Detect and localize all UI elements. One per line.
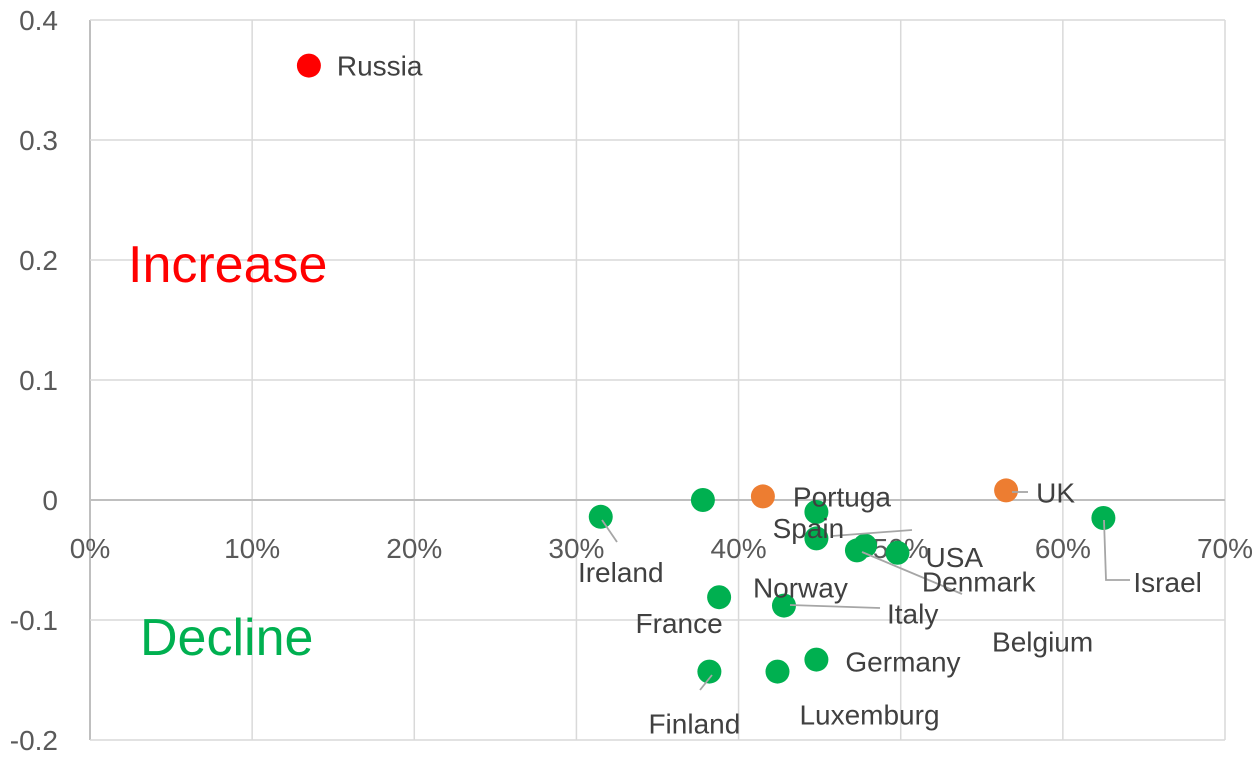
point-spain: [804, 500, 829, 524]
x-tick-label: 20%: [386, 533, 442, 564]
gridlines: [89, 19, 1226, 741]
label-russia: Russia: [337, 51, 423, 82]
label-ireland: Ireland: [578, 557, 664, 588]
x-tick-label: 60%: [1035, 533, 1091, 564]
point-luxemburg: [765, 659, 790, 684]
leader-denmark: [831, 529, 913, 537]
label-usa: USA: [925, 542, 983, 573]
label-israel: Israel: [1133, 567, 1201, 598]
decline-annotation: Decline: [140, 609, 313, 667]
label-finland: Finland: [648, 709, 740, 740]
label-belgium: Belgium: [992, 627, 1093, 658]
x-tick-label: 10%: [224, 533, 280, 564]
y-tick-label: -0.1: [10, 605, 58, 636]
label-germany: Germany: [845, 647, 960, 678]
point-ireland: [588, 504, 613, 529]
point-norway: [804, 526, 829, 551]
x-tick-label: 0%: [70, 533, 110, 564]
label-spain: Spain: [773, 513, 845, 544]
y-tick-label: 0.4: [19, 5, 58, 36]
y-tick-label: 0: [42, 485, 58, 516]
leader-ireland: [601, 519, 618, 543]
leader-belgium: [861, 551, 963, 595]
label-portuga: Portuga: [793, 481, 891, 512]
label-italy: Italy: [887, 599, 938, 630]
data-labels: Russia Portuga UK Ireland France Spain Norway D…: [337, 51, 1202, 740]
label-luxemburg: Luxemburg: [799, 700, 939, 731]
x-tick-label: 70%: [1197, 533, 1253, 564]
point-uk: [994, 478, 1019, 503]
point-portuga: [750, 484, 775, 509]
label-france: France: [636, 608, 723, 639]
label-norway: Norway: [753, 572, 848, 603]
point-unlabeled-15: [690, 488, 715, 512]
region-annotations: Increase Decline: [128, 236, 327, 667]
point-finland: [697, 659, 722, 684]
leader-israel: [1103, 519, 1130, 581]
point-france: [707, 585, 732, 610]
point-usa: [885, 540, 910, 565]
point-russia: [296, 53, 321, 78]
y-tick-label: 0.1: [19, 365, 58, 396]
leader-finland: [699, 674, 713, 691]
label-leader-lines: [601, 491, 1130, 691]
data-points: [296, 53, 1116, 684]
point-israel: [1091, 506, 1116, 530]
label-uk: UK: [1036, 477, 1075, 508]
x-tick-label: 30%: [548, 533, 604, 564]
label-denmark: Denmark: [922, 566, 1037, 597]
y-tick-label: 0.2: [19, 245, 58, 276]
x-tick-label: 40%: [711, 533, 767, 564]
leader-italy: [789, 604, 881, 609]
point-italy: [771, 593, 796, 618]
point-germany: [804, 647, 829, 672]
y-tick-label: -0.2: [10, 725, 58, 756]
increase-annotation: Increase: [128, 236, 327, 294]
y-tick-label: 0.3: [19, 125, 58, 156]
point-belgium: [853, 533, 878, 558]
axis-tick-labels: 0%10%20%30%40%50%60%70%-0.2-0.100.10.20.…: [10, 5, 1253, 756]
